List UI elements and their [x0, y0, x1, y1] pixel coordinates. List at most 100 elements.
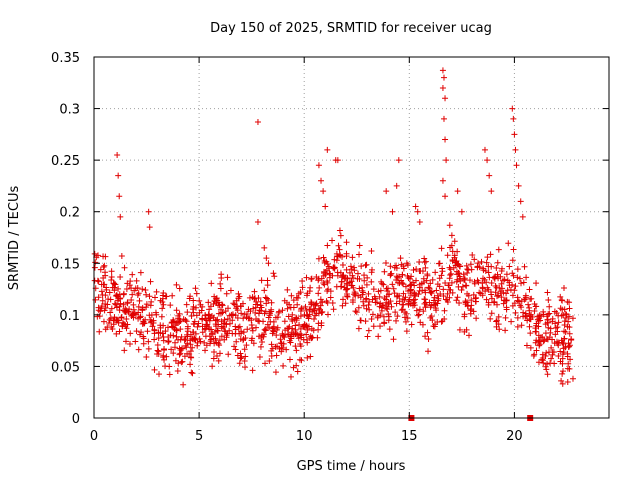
- data-point: [385, 313, 392, 320]
- data-point: [360, 298, 367, 305]
- data-point: [365, 327, 372, 334]
- data-point: [360, 302, 367, 309]
- data-point: [110, 321, 117, 328]
- data-point: [419, 321, 426, 328]
- data-point: [317, 296, 324, 303]
- data-point: [284, 305, 291, 312]
- data-point: [542, 363, 549, 370]
- data-point: [396, 280, 403, 287]
- data-point: [123, 286, 130, 293]
- data-point: [306, 311, 313, 318]
- data-point: [152, 309, 159, 316]
- y-tick-label: 0.2: [59, 206, 80, 221]
- data-point: [383, 305, 390, 312]
- data-point: [190, 309, 197, 316]
- data-point: [245, 315, 252, 322]
- data-point: [182, 342, 189, 349]
- data-point: [381, 319, 388, 326]
- data-point: [143, 304, 150, 311]
- data-point: [446, 286, 453, 293]
- data-point: [194, 342, 201, 349]
- data-point: [448, 279, 455, 286]
- data-point: [111, 284, 118, 291]
- data-point: [383, 188, 390, 195]
- data-point: [170, 332, 177, 339]
- data-point: [342, 300, 349, 307]
- data-point: [439, 268, 446, 275]
- data-point: [244, 326, 251, 333]
- data-point: [237, 355, 244, 362]
- data-point: [334, 157, 341, 164]
- data-point: [135, 315, 142, 322]
- data-point: [220, 320, 227, 327]
- data-point: [216, 342, 223, 349]
- data-point: [365, 290, 372, 297]
- data-point: [237, 303, 244, 310]
- data-point: [439, 177, 446, 184]
- data-point: [173, 307, 180, 314]
- data-point: [393, 293, 400, 300]
- data-point: [395, 157, 402, 164]
- data-point: [153, 288, 160, 295]
- data-point: [194, 323, 201, 330]
- data-point: [202, 347, 209, 354]
- data-point: [453, 297, 460, 304]
- data-point: [439, 84, 446, 91]
- data-point: [557, 348, 564, 355]
- data-point: [389, 281, 396, 288]
- data-point: [139, 286, 146, 293]
- data-point: [210, 355, 217, 362]
- data-point: [564, 353, 571, 360]
- data-point: [401, 309, 408, 316]
- data-point: [251, 295, 258, 302]
- data-point: [240, 329, 247, 336]
- data-point: [402, 294, 409, 301]
- data-point: [179, 358, 186, 365]
- data-point: [361, 272, 368, 279]
- data-point: [491, 274, 498, 281]
- data-point: [171, 344, 178, 351]
- data-point: [466, 277, 473, 284]
- data-point: [421, 255, 428, 262]
- data-point: [258, 304, 265, 311]
- data-point: [335, 242, 342, 249]
- data-point: [495, 246, 502, 253]
- data-point: [214, 316, 221, 323]
- data-point: [442, 279, 449, 286]
- data-point: [521, 263, 528, 270]
- data-point: [161, 356, 168, 363]
- data-point: [449, 256, 456, 263]
- data-point: [163, 353, 170, 360]
- data-point: [406, 282, 413, 289]
- data-point: [270, 318, 277, 325]
- data-point: [321, 281, 328, 288]
- data-point: [343, 280, 350, 287]
- data-point: [211, 293, 218, 300]
- data-point: [92, 259, 99, 266]
- data-point: [369, 296, 376, 303]
- data-point: [378, 307, 385, 314]
- data-point: [366, 306, 373, 313]
- data-point: [402, 283, 409, 290]
- data-point: [498, 294, 505, 301]
- data-point: [330, 306, 337, 313]
- data-point: [385, 311, 392, 318]
- data-point: [569, 315, 576, 322]
- data-point: [355, 325, 362, 332]
- data-point: [349, 254, 356, 261]
- chart-title: Day 150 of 2025, SRMTID for receiver uca…: [210, 21, 492, 36]
- data-point: [528, 295, 535, 302]
- data-point: [315, 255, 322, 262]
- data-point: [416, 281, 423, 288]
- data-point: [155, 335, 162, 342]
- data-point: [303, 307, 310, 314]
- data-point: [296, 321, 303, 328]
- data-point: [229, 312, 236, 319]
- data-point: [343, 239, 350, 246]
- data-point: [286, 301, 293, 308]
- data-point: [180, 381, 187, 388]
- data-point: [96, 328, 103, 335]
- data-point: [102, 292, 109, 299]
- data-point: [314, 334, 321, 341]
- data-point: [120, 290, 127, 297]
